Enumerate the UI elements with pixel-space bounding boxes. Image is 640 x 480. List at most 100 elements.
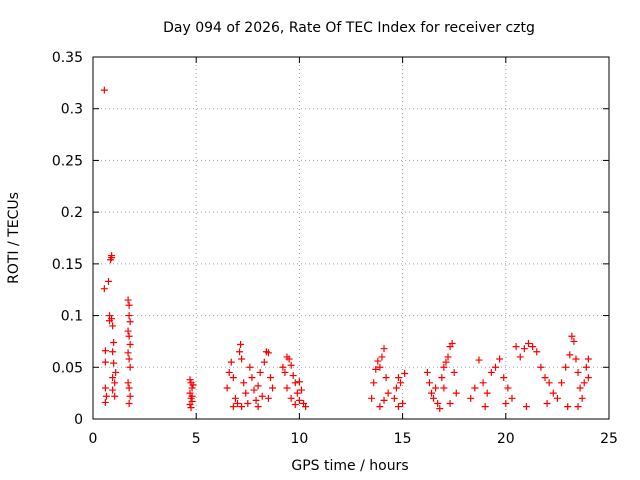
data-point [101,384,109,392]
data-point [574,403,582,411]
data-point [238,403,246,411]
data-point [225,368,233,376]
data-point [229,374,237,382]
x-tick-labels: 0 5 10 15 20 25 [89,431,618,447]
x-axis-title: GPS time / hours [291,458,408,474]
data-point [260,358,268,366]
data-point [101,347,109,355]
data-point [188,392,196,400]
data-point [374,357,382,365]
data-point [188,384,196,392]
data-point [479,379,487,387]
data-point [582,363,590,371]
data-point [254,382,262,390]
data-point [250,386,258,394]
data-point [543,399,551,407]
data-point [496,355,504,363]
data-point [124,327,132,335]
data-point [264,349,272,357]
data-point [376,403,384,411]
data-point [102,392,110,400]
data-point [442,358,450,366]
data-point [537,363,545,371]
data-point [279,363,287,371]
data-point [264,394,272,402]
data-point [368,394,376,402]
data-point [491,363,499,371]
y-tick-label: 0.25 [52,153,83,169]
data-point [394,374,402,382]
data-point [541,374,549,382]
data-point [448,339,456,347]
data-point [440,384,448,392]
data-point [295,396,303,404]
data-point [522,403,530,411]
y-tick-label: 0.1 [61,309,83,325]
chart-title: Day 094 of 2026, Rate Of TEC Index for r… [163,20,535,36]
data-point [101,398,109,406]
data-point [384,389,392,397]
data-point [109,322,117,330]
data-point [376,363,384,371]
data-point [101,358,109,366]
data-point [109,348,117,356]
data-point [237,341,245,349]
data-point [125,355,133,363]
data-point [254,403,262,411]
data-point [394,403,402,411]
x-tick-label: 5 [192,431,201,447]
data-point [444,353,452,361]
data-point [110,338,118,346]
data-point [549,389,557,397]
data-point [401,369,409,377]
data-point [399,399,407,407]
data-point [446,399,454,407]
data-point [291,379,299,387]
data-point [508,394,516,402]
data-point [502,399,510,407]
x-tick-label: 0 [89,431,98,447]
data-point [392,384,400,392]
data-point [126,363,134,371]
data-point [450,368,458,376]
data-point [293,389,301,397]
data-point [372,365,380,373]
data-point [295,378,303,386]
data-point [267,374,275,382]
data-point [578,394,586,402]
data-point [525,339,533,347]
y-tick-label: 0.05 [52,360,83,376]
data-point [100,285,108,293]
data-point [244,399,252,407]
data-point [238,355,246,363]
data-point [269,384,277,392]
data-point [236,348,244,356]
data-point [520,345,528,353]
data-point [302,403,310,411]
data-point [432,384,440,392]
x-tick-label: 15 [394,431,412,447]
data-point [568,332,576,340]
data-point [452,389,460,397]
plot-area-frame [92,56,610,420]
data-point [258,392,266,400]
data-point [124,349,132,357]
data-point [382,374,390,382]
data-point [186,401,194,409]
data-point [566,351,574,359]
data-point [434,399,442,407]
data-point [500,374,508,382]
data-point [125,301,133,309]
data-points [100,86,592,413]
data-point [584,355,592,363]
data-point [425,379,433,387]
data-point [223,384,231,392]
data-point [189,381,197,389]
data-point [370,379,378,387]
data-point [380,345,388,353]
data-point [283,384,291,392]
data-point [111,392,119,400]
data-point [285,355,293,363]
data-point [564,403,572,411]
data-point [533,348,541,356]
